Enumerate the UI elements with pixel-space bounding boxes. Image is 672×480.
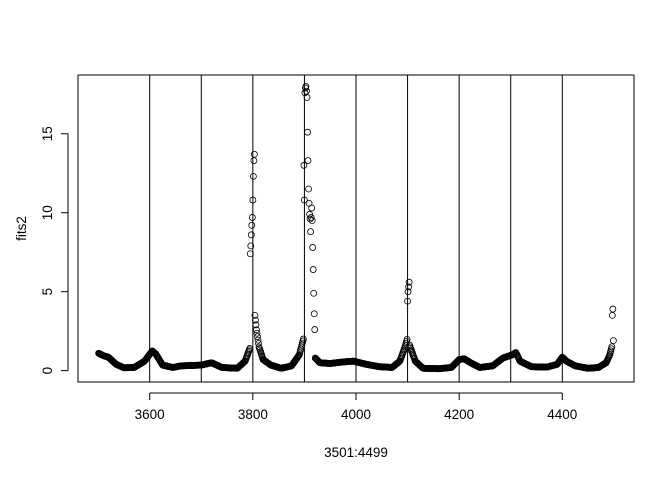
data-point — [249, 172, 257, 180]
data-point — [249, 196, 257, 204]
y-tick-label: 5 — [40, 288, 55, 296]
x-axis-label: 3501:4499 — [324, 445, 388, 460]
data-point — [306, 210, 313, 218]
data-point — [307, 228, 315, 236]
data-point — [252, 316, 259, 324]
data-point — [251, 311, 259, 319]
data-point — [309, 244, 317, 251]
data-point — [253, 326, 260, 334]
data-point — [300, 161, 308, 169]
data-point — [309, 266, 317, 273]
plot-frame — [77, 74, 635, 383]
data-point — [609, 305, 617, 313]
data-point — [404, 297, 411, 305]
y-axis: 0 5 10 15 — [40, 126, 69, 375]
data-point — [395, 358, 403, 365]
x-tick-label: 3800 — [238, 407, 268, 422]
data-point — [303, 94, 311, 101]
data-point — [310, 310, 318, 318]
data-point — [608, 343, 616, 351]
data-point — [247, 231, 255, 239]
data-point — [609, 337, 617, 345]
data-point — [405, 283, 413, 291]
data-point — [404, 288, 412, 296]
data-point — [247, 242, 255, 250]
y-axis-label: fits2 — [14, 216, 29, 241]
data-point — [246, 344, 254, 352]
x-tick-label: 4400 — [547, 407, 577, 422]
data-point — [246, 250, 254, 258]
data-point — [301, 89, 309, 97]
data-point — [294, 353, 302, 361]
data-point — [403, 335, 411, 343]
y-tick-label: 0 — [40, 367, 55, 375]
data-point — [248, 221, 256, 229]
y-tick-label: 10 — [40, 205, 55, 220]
data-point — [241, 358, 248, 366]
data-point — [248, 214, 256, 221]
data-point — [311, 326, 319, 333]
data-point — [308, 204, 316, 212]
data-point — [308, 217, 316, 225]
x-tick-label: 4000 — [341, 407, 371, 422]
data-point — [255, 340, 262, 347]
y-tick-label: 15 — [40, 126, 55, 141]
x-axis: 3600 3800 4000 4200 4400 — [135, 392, 577, 422]
data-point — [307, 214, 315, 221]
data-point — [304, 157, 312, 164]
data-points — [95, 82, 617, 373]
data-point — [405, 278, 413, 286]
data-point — [254, 336, 262, 344]
data-point — [253, 329, 261, 337]
data-point — [254, 333, 261, 341]
data-point — [305, 185, 312, 193]
x-tick-label: 4200 — [444, 407, 474, 422]
data-point — [302, 82, 310, 90]
data-point — [250, 150, 258, 158]
data-point — [306, 215, 314, 223]
data-point — [310, 289, 318, 297]
data-point — [301, 196, 308, 204]
data-point — [304, 128, 311, 136]
data-point — [299, 335, 307, 343]
x-tick-label: 3600 — [135, 407, 165, 422]
data-point — [252, 321, 260, 329]
